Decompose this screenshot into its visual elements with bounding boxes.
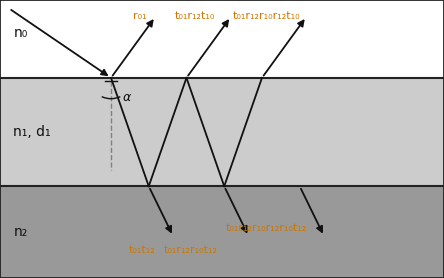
Text: t₀₁t₁₂: t₀₁t₁₂: [129, 245, 155, 255]
Text: t₀₁r₁₂r₁₀t₁₂: t₀₁r₁₂r₁₀t₁₂: [164, 245, 218, 255]
Bar: [0, 186, 444, 278]
Text: n₀: n₀: [13, 26, 28, 40]
Text: t₀₁r₁₂t₁₀: t₀₁r₁₂t₁₀: [175, 11, 215, 21]
Text: t₀₁r₁₂r₁₀r₁₂r₁₀t₁₂: t₀₁r₁₂r₁₀r₁₂r₁₀t₁₂: [226, 223, 307, 233]
Text: t₀₁r₁₂r₁₀r₁₂t₁₀: t₀₁r₁₂r₁₀r₁₂t₁₀: [233, 11, 300, 21]
Text: r₀₁: r₀₁: [133, 11, 147, 21]
Text: n₂: n₂: [13, 225, 28, 239]
Text: α: α: [123, 91, 131, 105]
Bar: [0, 0, 444, 78]
Bar: [0, 78, 444, 186]
Text: n₁, d₁: n₁, d₁: [13, 125, 51, 139]
